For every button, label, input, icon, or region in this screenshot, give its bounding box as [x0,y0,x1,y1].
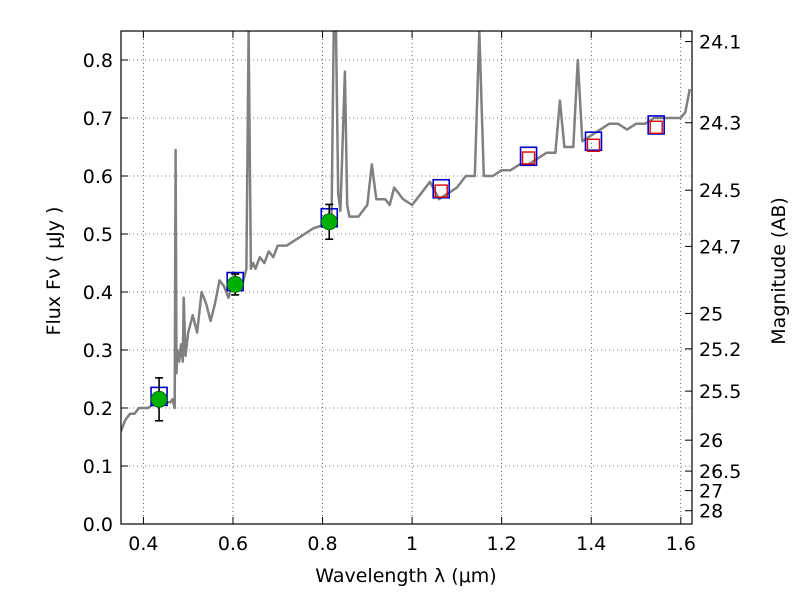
observed-point [320,213,338,231]
x-tick-label: 0.8 [307,533,337,555]
y-tick-label: 0.3 [83,340,113,362]
y2-tick-label: 25.2 [699,339,741,361]
y2-tick-label: 24.5 [699,180,741,202]
predicted-box-marker [586,138,601,152]
y2-tick-label: 28 [699,501,723,523]
y-tick-label: 0.1 [83,456,113,478]
x-tick-label: 0.6 [218,533,248,555]
x-tick-label: 1.2 [487,533,517,555]
y-tick-label: 0.8 [83,50,113,72]
x-tick-label: 1.6 [666,533,696,555]
plot-frame [120,30,693,525]
predicted-box-marker [649,120,663,134]
x-axis-title: Wavelength λ (μm) [315,565,496,587]
model-box-marker [584,131,603,151]
model-box-marker [519,146,538,167]
x-tick-label: 0.4 [128,533,158,555]
spectrum-line [121,31,692,432]
y2-tick-label: 25.5 [699,381,741,403]
y2-tick-label: 25 [699,303,723,325]
grid-lines [121,31,692,525]
y-tick-label: 0.7 [83,108,113,130]
predicted-box-marker [521,151,536,165]
y2-tick-label: 26.5 [699,461,741,483]
y-tick-label: 0.2 [83,398,113,420]
y2-tick-label: 24.3 [699,113,741,135]
y2-tick-label: 24.7 [699,236,741,258]
predicted-box-marker [434,184,448,198]
y-axis-title: Flux Fν ( μJy ) [43,207,65,336]
x-tick-label: 1 [406,533,418,555]
y-tick-label: 0.6 [83,166,113,188]
y-tick-label: 0.4 [83,282,113,304]
y2-axis-title: Magnitude (AB) [768,197,790,345]
x-tick-label: 1.4 [576,533,606,555]
observed-point [150,390,168,408]
spectrum-layer [121,31,692,432]
y2-tick-label: 27 [699,481,723,503]
axes-layer: 0.4 0.6 0.8 1 1.2 1.4 1.6 0.0 0.1 0.2 0.3 0.4 0.5 0.6… [83,30,741,555]
marker-layer [150,115,665,422]
y2-tick-label: 26 [699,430,723,452]
y-tick-label: 0.0 [83,514,113,536]
y-tick-label: 0.5 [83,224,113,246]
y2-tick-label: 24.1 [699,32,741,54]
observed-point [226,276,244,293]
